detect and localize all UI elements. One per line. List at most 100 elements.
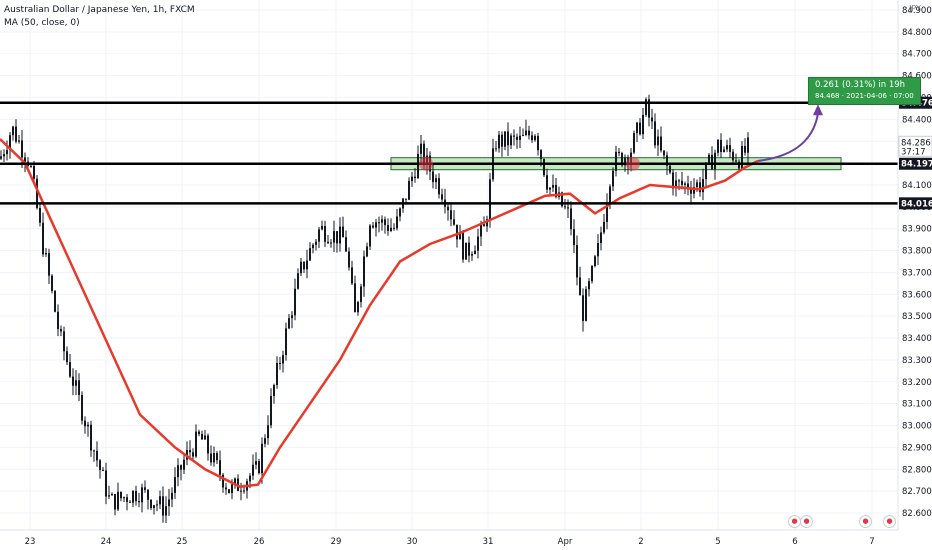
candle-body — [243, 490, 245, 492]
candle-body — [198, 431, 200, 435]
price-tick: 84.900 — [902, 6, 932, 16]
candle-body — [294, 288, 296, 316]
candle-body — [141, 487, 143, 503]
level-badge — [899, 157, 932, 170]
candle-body — [297, 273, 299, 289]
candle-body — [282, 355, 284, 364]
candle-body — [60, 329, 62, 332]
candle-body — [729, 145, 731, 152]
candle-body — [132, 490, 134, 503]
ma-line[interactable] — [0, 138, 759, 489]
candle-body — [645, 99, 647, 115]
candle-body — [705, 162, 707, 180]
symbol-title[interactable]: Australian Dollar / Japanese Yen, 1h, FX… — [4, 5, 195, 15]
candle-body — [555, 184, 557, 197]
candle-body — [528, 130, 530, 136]
candle-body — [657, 136, 659, 146]
candle-body — [15, 126, 17, 142]
candle-body — [144, 487, 146, 490]
candle-body — [357, 302, 359, 313]
candle-body — [417, 153, 419, 179]
price-tick: 84.700 — [902, 50, 932, 60]
candle-body — [177, 465, 179, 478]
candle-body — [390, 227, 392, 231]
candle-body — [72, 376, 74, 386]
candle-body — [321, 226, 323, 230]
candle-body — [438, 178, 440, 195]
horizontal-levels[interactable] — [0, 101, 898, 205]
candle-body — [696, 182, 698, 188]
event-icon[interactable]: ● — [800, 515, 813, 528]
price-tick: 82.900 — [902, 443, 932, 453]
candle-body — [18, 140, 20, 142]
candle-body — [399, 208, 401, 217]
chart-grid — [0, 0, 898, 530]
time-axis[interactable]: 23 24 25 26 29 30 31 Apr 2 5 6 7 — [25, 537, 875, 547]
price-tick: 84.800 — [902, 28, 932, 38]
price-tick: 83.300 — [902, 356, 932, 366]
candle-body — [129, 501, 131, 503]
candle-body — [423, 143, 425, 166]
candle-body — [561, 192, 563, 207]
candle-body — [699, 182, 701, 193]
candle-body — [234, 478, 236, 485]
current-price-badge — [898, 135, 932, 157]
candle-body — [735, 160, 737, 162]
candle-body — [621, 153, 623, 166]
event-icon[interactable]: ● — [859, 515, 872, 528]
candle-body — [501, 134, 503, 147]
projection-arrow[interactable] — [757, 113, 819, 162]
candle-body — [435, 178, 437, 183]
candle-body — [300, 261, 302, 274]
indicator-label[interactable]: MA (50, close, 0) — [4, 18, 80, 28]
candle-body — [648, 99, 650, 118]
candle-body — [594, 256, 596, 267]
candle-body — [123, 497, 125, 499]
candle-body — [666, 155, 668, 166]
candle-body — [606, 202, 608, 222]
candle-body — [135, 490, 137, 502]
time-tick: 25 — [177, 537, 188, 547]
candle-body — [195, 431, 197, 457]
candle-body — [672, 172, 674, 189]
candle-body — [168, 499, 170, 507]
time-tick: 24 — [101, 537, 112, 547]
candle-body — [48, 253, 50, 276]
candle-body — [387, 225, 389, 231]
candle-body — [201, 434, 203, 440]
time-tick: Apr — [558, 537, 573, 547]
candle-body — [207, 435, 209, 454]
event-icon[interactable]: ● — [883, 515, 896, 528]
price-tick: 83.500 — [902, 312, 932, 322]
candle-body — [702, 179, 704, 193]
price-tick: 83.400 — [902, 334, 932, 344]
candle-body — [309, 248, 311, 261]
candle-body — [591, 266, 593, 282]
candle-body — [87, 424, 89, 427]
candle-body — [36, 178, 38, 208]
projection-arrowhead — [813, 104, 823, 116]
touch-marker — [419, 156, 433, 171]
candle-body — [717, 139, 719, 153]
candle-body — [225, 487, 227, 490]
candle-body — [276, 362, 278, 386]
touch-markers — [419, 156, 640, 171]
candle-body — [228, 489, 230, 494]
candle-body — [654, 121, 656, 146]
candle-body — [453, 219, 455, 225]
candle-body — [738, 161, 740, 169]
projection-label[interactable]: 0.261 (0.31%) in 19h 84.468 · 2021-04-06… — [808, 77, 921, 105]
candle-body — [462, 232, 464, 260]
candle-body — [384, 219, 386, 226]
candle-body — [219, 460, 221, 475]
candle-body — [507, 131, 509, 146]
candle-body — [363, 256, 365, 287]
candle-body — [564, 206, 566, 208]
candle-body — [54, 290, 56, 312]
candle-body — [480, 224, 482, 237]
candle-body — [714, 152, 716, 170]
candle-body — [570, 208, 572, 230]
candle-body — [474, 250, 476, 255]
candle-body — [291, 315, 293, 319]
